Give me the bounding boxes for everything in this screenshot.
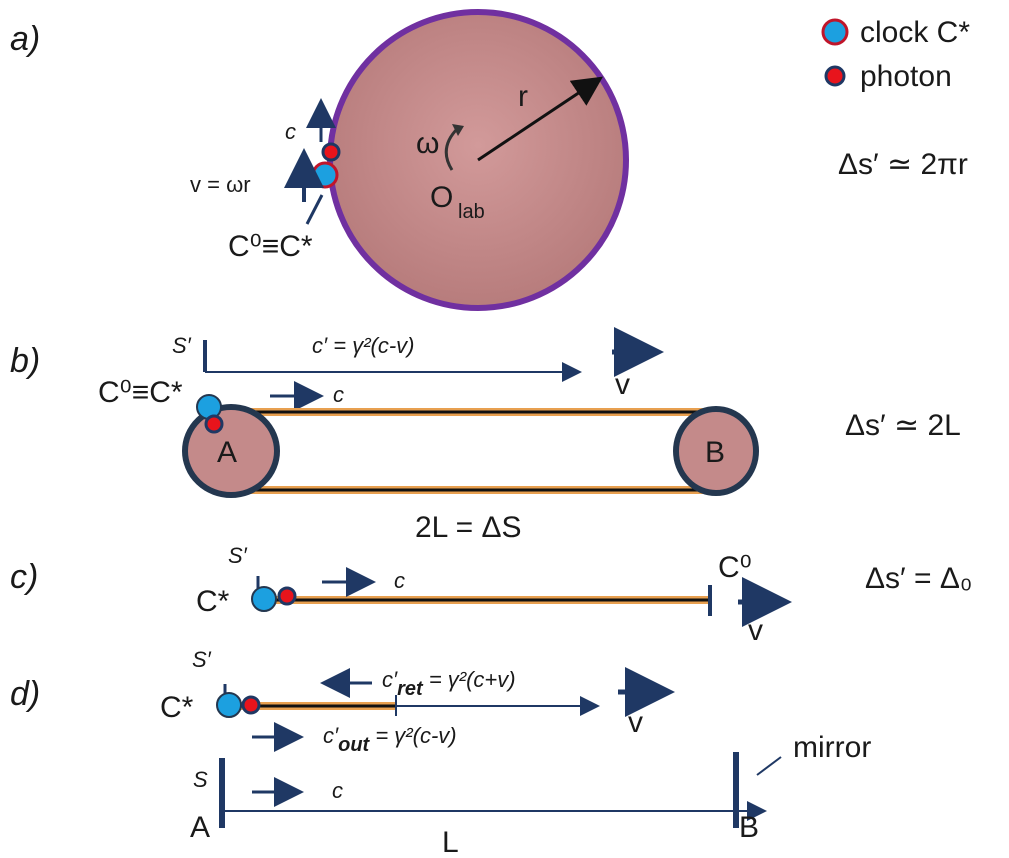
c-label-b: c (333, 382, 344, 407)
clocks-label-a: C⁰≡C* (228, 230, 313, 263)
c0-label-c: C⁰ (718, 551, 752, 584)
mirror-label: mirror (793, 731, 871, 764)
mirror-pointer (757, 757, 781, 775)
center-subscript: lab (458, 201, 485, 223)
frame-label-d-moving: S′ (192, 647, 212, 672)
panel-d-tag: d) (10, 675, 40, 713)
c-ret-formula: = γ²(c+v) (423, 667, 516, 692)
clock-pointer (307, 195, 322, 224)
point-a-label-d: A (190, 811, 210, 844)
center-label: O (430, 181, 453, 214)
ds-label-a: Δs′ ≃ 2πr (838, 148, 968, 181)
panel-c-tag: c) (10, 558, 38, 596)
c-label-d: c (332, 778, 343, 803)
length-label-b: 2L = ΔS (415, 511, 522, 544)
v-label-b: v (615, 368, 630, 401)
c-ret-symbol: c′ (382, 667, 398, 692)
photon-marker-c (279, 588, 295, 604)
c-out-formula: = γ²(c-v) (369, 723, 456, 748)
panel-b-tag: b) (10, 342, 40, 380)
ds-label-b: Δs′ ≃ 2L (845, 409, 961, 442)
panel-b: b) S′ c′ = γ²(c-v) v C⁰≡C* c A B 2L = ΔS… (10, 333, 961, 544)
c-ret-eq: c′ret = γ²(c+v) (382, 667, 516, 700)
c-label-a: c (285, 119, 296, 144)
ds-label-c: Δs′ = Δ₀ (865, 562, 972, 595)
v-eq-label: v = ωr (190, 172, 251, 197)
photon-legend-icon (826, 67, 844, 85)
clock-label-d: C* (160, 691, 194, 724)
frame-label-b: S′ (172, 333, 192, 358)
c-out-subscript: out (338, 734, 370, 756)
omega-label: ω (416, 127, 439, 160)
photon-marker (323, 144, 339, 160)
v-label-d: v (628, 706, 643, 739)
panel-a: a) r ω O lab c v = ωr C⁰≡C* Δs′ ≃ 2πr (10, 12, 968, 308)
pulley-b-label: B (705, 436, 725, 469)
clock-marker-d (217, 693, 241, 717)
c-out-symbol: c′ (323, 723, 339, 748)
radius-label: r (518, 80, 528, 113)
legend-photon-label: photon (860, 60, 952, 93)
panel-d: d) S′ C* c′ret = γ²(c+v) v c′out = γ²(c-… (10, 647, 871, 858)
clocks-label-b: C⁰≡C* (98, 376, 183, 409)
photon-marker-d (243, 697, 259, 713)
clock-legend-icon (823, 20, 847, 44)
panel-c: c) S′ C* c C⁰ v Δs′ = Δ₀ (10, 543, 972, 647)
frame-label-c: S′ (228, 543, 248, 568)
point-b-label-d: B (739, 811, 759, 844)
clock-label-c: C* (196, 585, 230, 618)
c-label-c: c (394, 568, 405, 593)
legend: clock C* photon (823, 16, 970, 93)
panel-a-tag: a) (10, 20, 40, 58)
c-ret-subscript: ret (397, 678, 424, 700)
clock-marker-c (252, 587, 276, 611)
pulley-a-label: A (217, 436, 237, 469)
c-out-eq: c′out = γ²(c-v) (323, 723, 457, 756)
frame-label-d-lab: S (193, 767, 208, 792)
legend-clock-label: clock C* (860, 16, 970, 49)
clock-marker (313, 163, 337, 187)
length-label-d: L (442, 826, 459, 858)
v-label-c: v (748, 614, 763, 647)
photon-marker-b (206, 416, 222, 432)
c-prime-eq-b: c′ = γ²(c-v) (312, 333, 415, 358)
